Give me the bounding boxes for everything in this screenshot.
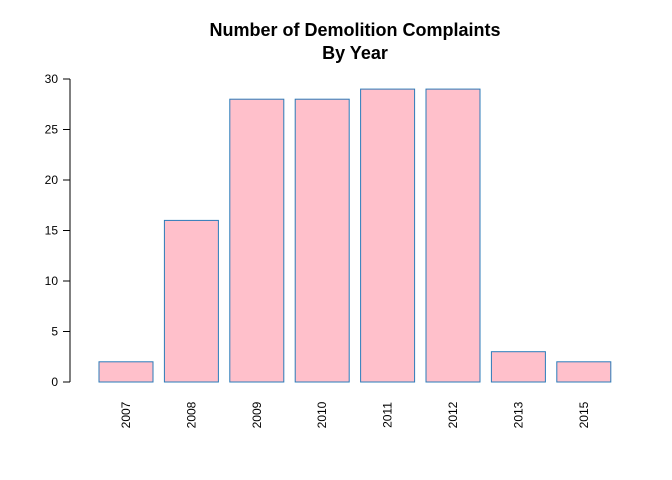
y-tick-label: 20 bbox=[45, 173, 59, 187]
bar bbox=[163, 219, 219, 383]
x-tick-label: 2008 bbox=[184, 401, 198, 428]
bar bbox=[556, 361, 612, 383]
y-tick-label: 5 bbox=[51, 325, 58, 339]
bar bbox=[360, 88, 416, 383]
bar bbox=[229, 98, 285, 383]
y-tick-label: 0 bbox=[51, 375, 58, 389]
y-tick-label: 10 bbox=[45, 274, 59, 288]
x-tick-label: 2012 bbox=[446, 401, 460, 428]
y-tick-label: 15 bbox=[45, 224, 59, 238]
y-tick-label: 30 bbox=[45, 72, 59, 86]
x-tick-label: 2009 bbox=[250, 401, 264, 428]
y-axis: 0 5 10 15 20 25 30 bbox=[45, 72, 71, 389]
chart-subtitle: By Year bbox=[322, 43, 388, 63]
chart-title: Number of Demolition Complaints bbox=[209, 20, 500, 40]
bar bbox=[425, 88, 481, 383]
bar bbox=[98, 361, 154, 383]
x-tick-label: 2010 bbox=[315, 401, 329, 428]
x-tick-label: 2007 bbox=[119, 401, 133, 428]
x-tick-label: 2013 bbox=[511, 401, 525, 428]
x-axis-labels: 2007 2008 2009 2010 2011 2012 2013 2015 bbox=[119, 401, 591, 428]
x-tick-label: 2011 bbox=[381, 402, 395, 428]
bar bbox=[294, 98, 350, 383]
bar bbox=[490, 351, 546, 383]
y-tick-label: 25 bbox=[45, 123, 59, 137]
x-tick-label: 2015 bbox=[577, 401, 591, 428]
bars bbox=[98, 88, 612, 383]
